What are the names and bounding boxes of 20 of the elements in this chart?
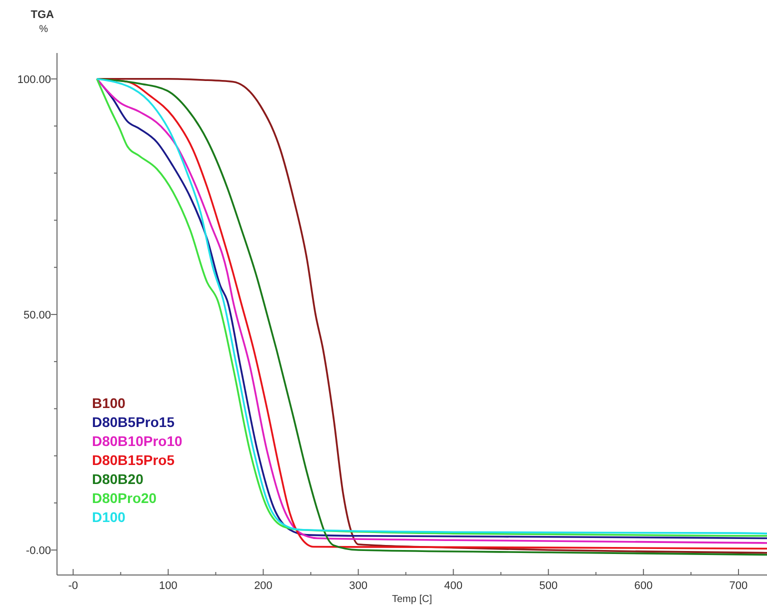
x-tick-label: 100 — [159, 580, 178, 592]
text: D80B5Pro15 — [92, 414, 175, 430]
y-tick-label: 50.00 — [23, 309, 51, 322]
y-tick-label: 100.00 — [17, 74, 51, 86]
x-tick-label: 400 — [444, 580, 463, 592]
text: D80B15Pro5 — [92, 452, 175, 468]
x-tick-label: 500 — [539, 580, 558, 592]
x-tick-label: 600 — [634, 580, 653, 592]
text: D100 — [92, 509, 126, 525]
y-axis-title: TGA % — [30, 9, 54, 35]
text: D80B20 — [92, 471, 144, 487]
y-tick-label: -0.00 — [26, 544, 51, 557]
text: D80B10Pro10 — [92, 433, 182, 449]
x-axis-title: Temp [C] — [392, 594, 432, 605]
x-tick-label: 700 — [729, 580, 748, 592]
text: D80Pro20 — [92, 490, 157, 506]
text: B100 — [92, 395, 126, 411]
x-tick-label: -0 — [68, 580, 78, 592]
x-tick-label: 300 — [349, 580, 368, 592]
x-tick-label: 200 — [254, 580, 272, 592]
